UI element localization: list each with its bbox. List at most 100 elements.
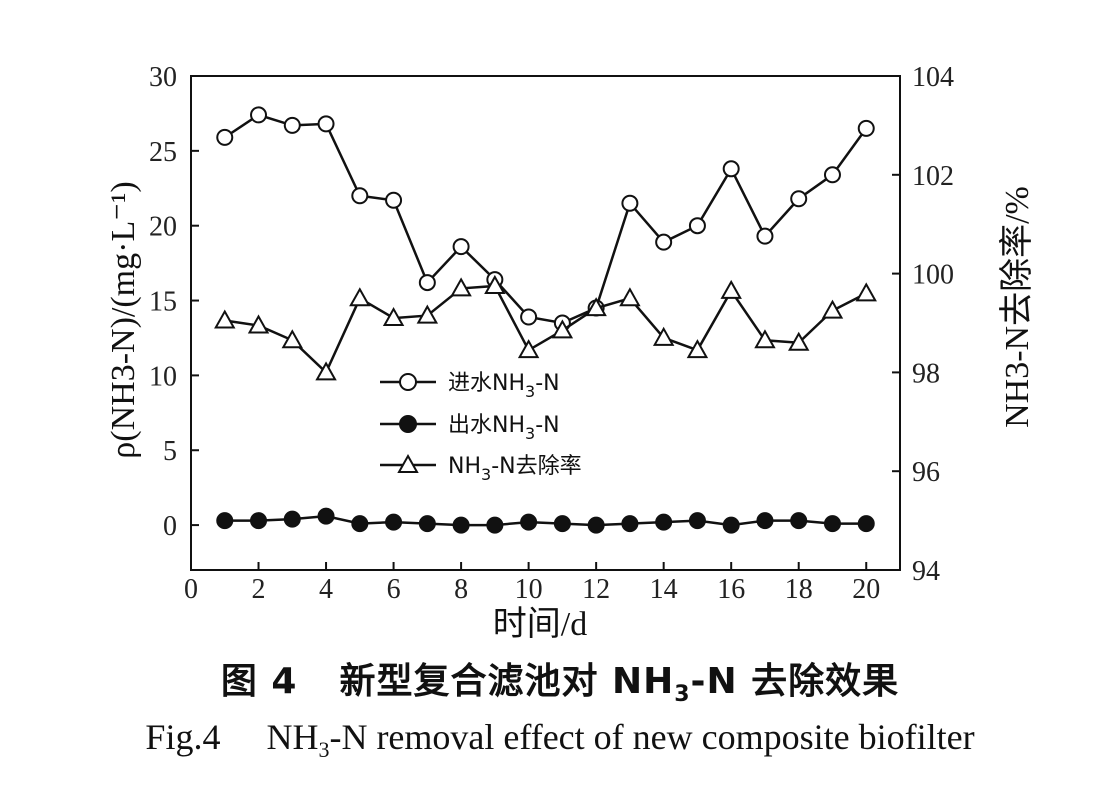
x-axis-title: 时间/d: [493, 606, 587, 643]
plot-border: [190, 75, 901, 571]
legend-label-removal: NH3-N去除率: [448, 454, 582, 484]
figure-caption-english: Fig.4 NH3-N removal effect of new composi…: [0, 716, 1120, 763]
data-point-open-circle: [351, 187, 369, 205]
y-right-tick-label: 100: [912, 260, 954, 291]
data-point-triangle: [450, 277, 472, 297]
x-tick-label: 20: [852, 574, 880, 605]
x-tick-label: 4: [319, 574, 333, 605]
y-left-tick-label: 20: [149, 212, 177, 243]
series-layer: [214, 106, 877, 534]
data-point-filled-circle: [621, 515, 639, 533]
data-point-open-circle: [385, 191, 403, 209]
data-point-open-circle: [621, 194, 639, 212]
data-point-filled-circle: [587, 516, 605, 534]
data-point-triangle: [686, 339, 709, 359]
data-point-triangle: [585, 297, 607, 317]
data-point-triangle: [247, 314, 270, 334]
data-point-open-circle: [790, 190, 808, 208]
data-point-triangle: [788, 331, 810, 351]
plot-frame: [190, 75, 901, 571]
data-point-open-circle: [317, 115, 335, 133]
data-point-filled-circle: [250, 512, 268, 530]
data-point-filled-circle: [688, 512, 706, 530]
x-tick-label: 8: [454, 574, 468, 605]
y-left-tick-label: 25: [149, 137, 177, 168]
y-left-axis-title: ρ(NH3-N)/(mg·L⁻¹): [105, 181, 142, 458]
data-point-open-circle: [688, 217, 706, 235]
data-point-triangle: [754, 329, 776, 349]
legend-triangle-marker: [397, 453, 419, 473]
legend-entry-influent: 进水NH3-N: [380, 371, 560, 401]
y-right-axis-title: NH3-N去除率/%: [998, 186, 1036, 428]
data-point-filled-circle: [216, 512, 234, 530]
legend-label-effluent: 出水NH3-N: [448, 413, 560, 443]
legend-entry-removal: NH3-N去除率: [380, 453, 582, 484]
data-point-open-circle: [216, 128, 234, 146]
legend-entry-effluent: 出水NH3-N: [380, 413, 560, 443]
data-point-triangle: [517, 339, 540, 359]
y-right-tick-label: 98: [912, 358, 940, 389]
data-point-open-circle: [452, 238, 470, 256]
y-left-tick-label: 0: [163, 511, 177, 542]
caption-en-text-end: -N removal effect of new composite biofi…: [329, 717, 975, 757]
x-tick-label: 0: [184, 574, 198, 605]
y-right-tick-label: 104: [912, 62, 954, 93]
legend: 进水NH3-N 出水NH3-N NH3-N去除率: [380, 371, 582, 484]
ticks-layer: 0 2 4 6 8 10 12 14 16 18 20 0 5 10 15 20 25 30 94 96 98 100 10…: [149, 62, 954, 605]
data-point-filled-circle: [317, 507, 335, 525]
data-point-triangle: [855, 282, 877, 302]
caption-en-subscript: 3: [318, 737, 330, 763]
caption-en-text: NH: [266, 717, 319, 757]
data-point-filled-circle: [553, 515, 571, 533]
series-line-2: [224, 284, 867, 375]
data-point-triangle: [551, 319, 574, 339]
legend-filled-circle-marker: [399, 415, 417, 433]
data-point-open-circle: [722, 160, 740, 178]
chart: 0 2 4 6 8 10 12 14 16 18 20 0 5 10 15 20 25 30 94 96 98 100 10…: [105, 62, 1036, 643]
caption-cn-fig-number: 图 4: [220, 661, 298, 702]
data-point-filled-circle: [722, 516, 740, 534]
data-point-open-circle: [857, 119, 875, 137]
data-point-triangle: [214, 309, 236, 329]
data-point-filled-circle: [520, 513, 538, 531]
data-point-triangle: [720, 279, 742, 299]
data-point-open-circle: [418, 274, 436, 292]
x-tick-label: 12: [582, 574, 610, 605]
data-point-triangle: [652, 326, 675, 346]
data-point-triangle: [315, 361, 337, 381]
x-tick-label: 6: [387, 574, 401, 605]
data-point-filled-circle: [418, 515, 436, 533]
data-point-open-circle: [250, 106, 268, 124]
y-left-tick-label: 30: [149, 62, 177, 93]
y-right-tick-label: 96: [912, 457, 940, 488]
caption-cn-text: 新型复合滤池对 NH: [339, 661, 675, 702]
data-point-open-circle: [655, 233, 673, 251]
x-tick-label: 16: [717, 574, 745, 605]
legend-label-influent: 进水NH3-N: [448, 371, 560, 401]
y-left-tick-label: 5: [163, 436, 177, 467]
y-left-tick-label: 10: [149, 361, 177, 392]
data-point-open-circle: [823, 166, 841, 184]
data-point-triangle: [619, 287, 641, 307]
data-point-filled-circle: [756, 512, 774, 530]
data-point-triangle: [821, 299, 844, 319]
series-line-0: [224, 113, 868, 325]
legend-open-circle-marker: [399, 373, 417, 391]
x-tick-label: 14: [650, 574, 678, 605]
x-tick-label: 10: [515, 574, 543, 605]
caption-en-fig-number: Fig.4: [145, 717, 221, 757]
data-point-open-circle: [520, 308, 538, 326]
data-point-filled-circle: [790, 512, 808, 530]
data-point-filled-circle: [452, 516, 470, 534]
data-point-filled-circle: [823, 515, 841, 533]
data-point-filled-circle: [486, 516, 504, 534]
data-point-open-circle: [756, 227, 774, 245]
data-point-triangle: [484, 274, 506, 294]
data-point-triangle: [349, 287, 371, 307]
data-point-filled-circle: [351, 515, 369, 533]
data-point-filled-circle: [655, 513, 673, 531]
data-point-filled-circle: [283, 510, 301, 528]
data-point-triangle: [281, 329, 303, 349]
caption-cn-subscript: 3: [674, 682, 691, 708]
x-tick-label: 18: [785, 574, 813, 605]
